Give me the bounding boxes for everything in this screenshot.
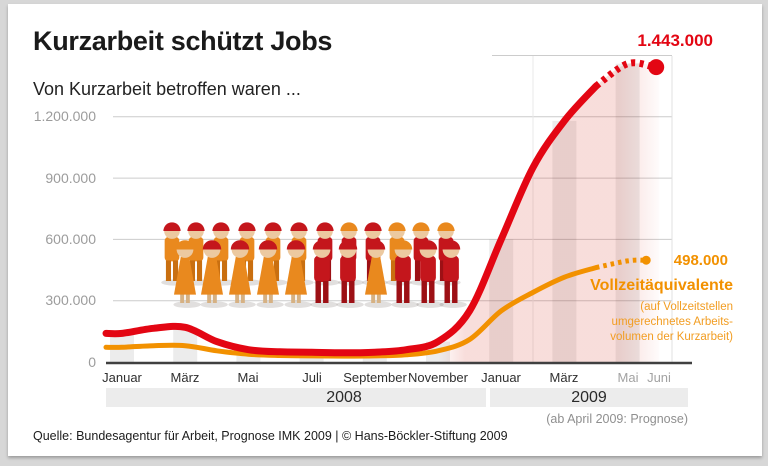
y-tick-label: 0 (88, 354, 96, 370)
x-tick-label: November (408, 370, 468, 385)
page-title: Kurzarbeit schützt Jobs (33, 26, 333, 56)
orange-series-name: Vollzeitäquivalente (590, 277, 733, 294)
year-label-2008: 2008 (326, 389, 362, 406)
y-tick-label: 600.000 (45, 231, 96, 247)
x-tick-label: März (549, 370, 579, 385)
x-tick-label: Januar (102, 370, 142, 385)
x-tick-label: März (170, 370, 200, 385)
y-tick-label: 300.000 (45, 292, 96, 308)
x-tick-label: Juni (647, 370, 671, 385)
y-tick-label: 1.200.000 (33, 108, 96, 124)
y-axis-labels: 0 300.000 600.000 900.000 1.200.000 (0, 0, 120, 466)
x-tick-label: September (343, 370, 407, 385)
x-tick-label: Mai (237, 370, 259, 385)
year-label-2009: 2009 (571, 389, 607, 406)
x-tick-label: Juli (302, 370, 322, 385)
prognose-note: (ab April 2009: Prognose) (546, 412, 688, 426)
year-band-2009: 2009 (490, 388, 688, 407)
y-tick-label: 900.000 (45, 170, 96, 186)
red-series-end-value: 1.443.000 (637, 31, 713, 50)
orange-series-end-value: 498.000 (673, 252, 728, 269)
year-band-2008: 2008 (106, 388, 486, 407)
x-tick-label: Mai (617, 370, 639, 385)
x-axis-labels: Januar März Mai Juli September November Januar… (0, 370, 768, 386)
source-line: Quelle: Bundesagentur für Arbeit, Progno… (33, 429, 508, 443)
orange-series-note: (auf Vollzeitstellen umgerechnetes Arbei… (610, 301, 733, 343)
x-tick-label: Januar (481, 370, 521, 385)
